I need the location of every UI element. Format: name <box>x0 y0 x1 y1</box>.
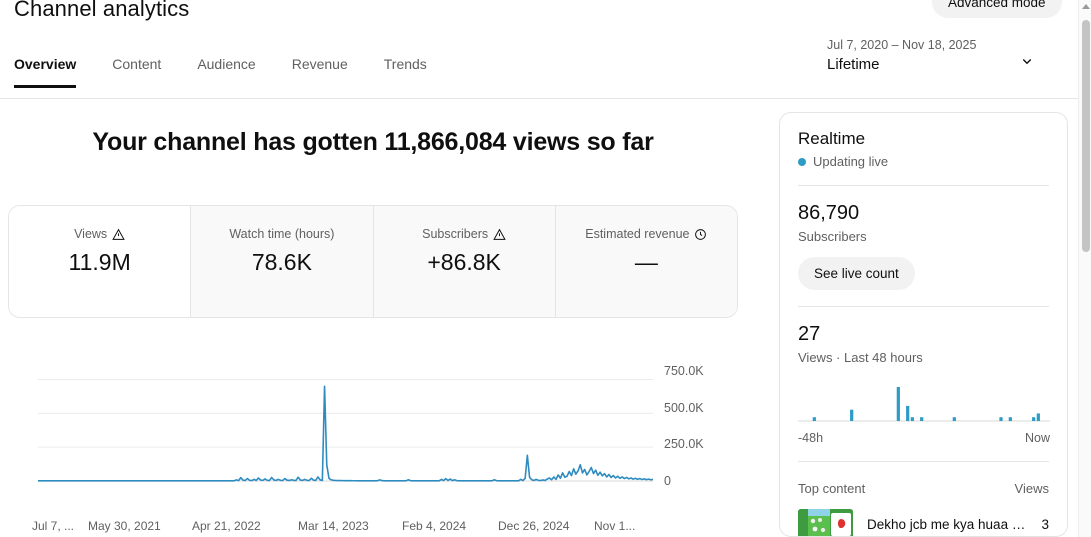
video-thumbnail <box>798 509 853 536</box>
realtime-sparkline-canvas <box>798 387 1050 422</box>
x-tick-5: Dec 26, 2024 <box>498 519 570 533</box>
date-range-label: Lifetime <box>827 56 880 73</box>
advanced-mode-button[interactable]: Advanced mode <box>932 0 1062 18</box>
top-content-header: Top content Views <box>798 481 1049 496</box>
realtime-sparkline-axis: -48h Now <box>798 431 1050 445</box>
y-tick-250k: 250.0K <box>664 437 704 451</box>
top-content-views-header: Views <box>1014 481 1049 496</box>
realtime-status: Updating live <box>798 154 1049 169</box>
page-header: Channel analytics Advanced mode Overview… <box>0 0 1078 99</box>
realtime-title: Realtime <box>798 129 866 148</box>
top-content-video-views: 3 <box>1041 517 1049 532</box>
realtime-views-value: 27 <box>798 323 821 345</box>
metric-card-watch-time-value: 78.6K <box>251 249 312 275</box>
top-content-title: Top content <box>798 481 866 496</box>
realtime-views-label: Views · Last 48 hours <box>798 350 923 365</box>
clock-icon <box>695 228 707 240</box>
metric-card-estimated-revenue-label: Estimated revenue <box>585 227 707 241</box>
metric-card-estimated-revenue[interactable]: Estimated revenue — <box>554 206 737 317</box>
analytics-tabs: Overview Content Audience Revenue Trends <box>14 56 445 88</box>
divider <box>798 306 1049 307</box>
live-dot-icon <box>798 157 806 166</box>
x-tick-6: Nov 1... <box>594 519 636 533</box>
headline-views-summary: Your channel has gotten 11,866,084 views… <box>92 128 654 156</box>
metric-label-text: Views <box>74 227 108 241</box>
realtime-status-text: Updating live <box>813 154 889 169</box>
metric-card-subscribers-label: Subscribers <box>422 227 506 241</box>
green-field-thumbnail-icon <box>798 509 853 536</box>
top-content-row[interactable]: Dekho jcb me kya huaa … 3 <box>798 509 1049 536</box>
tab-revenue[interactable]: Revenue <box>291 56 348 72</box>
views-chart[interactable]: 750.0K 500.0K 250.0K 0 9+ 9+ <box>8 330 738 537</box>
views-chart-canvas <box>37 378 654 482</box>
tab-content[interactable]: Content <box>112 56 162 72</box>
metric-label-text: Subscribers <box>422 227 489 241</box>
metric-label-text: Watch time (hours) <box>229 227 335 241</box>
x-tick-0: Jul 7, ... <box>32 519 75 533</box>
divider <box>798 461 1049 462</box>
metric-cards: Views 11.9M Watch time (hours) 78.6K Sub… <box>8 205 738 318</box>
metric-card-subscribers-value: +86.8K <box>427 249 501 275</box>
metric-card-subscribers[interactable]: Subscribers +86.8K <box>372 206 555 317</box>
top-content-video-title: Dekho jcb me kya huaa … <box>867 517 1026 532</box>
x-tick-1: May 30, 2021 <box>88 519 161 533</box>
y-tick-0: 0 <box>664 474 671 488</box>
date-range-value: Jul 7, 2020 – Nov 18, 2025 <box>827 38 977 52</box>
realtime-subscribers-label: Subscribers <box>798 229 867 244</box>
sparkline-end-label: Now <box>1024 431 1050 445</box>
y-tick-500k: 500.0K <box>664 401 704 415</box>
see-live-count-button[interactable]: See live count <box>798 257 915 290</box>
metric-card-views-label: Views <box>74 227 125 241</box>
tab-overview[interactable]: Overview <box>14 56 94 88</box>
warning-triangle-icon <box>112 228 125 240</box>
metric-label-text: Estimated revenue <box>585 227 690 241</box>
divider <box>798 185 1049 186</box>
chart-x-axis-labels: Jul 7, ... May 30, 2021 Apr 21, 2022 Mar… <box>0 519 740 537</box>
tab-audience[interactable]: Audience <box>197 56 256 72</box>
x-tick-3: Mar 14, 2023 <box>298 519 369 533</box>
metric-card-views[interactable]: Views 11.9M <box>9 206 191 317</box>
realtime-card: Realtime Updating live 86,790 Subscriber… <box>779 112 1068 537</box>
tab-trends[interactable]: Trends <box>383 56 427 72</box>
realtime-subscribers-value: 86,790 <box>798 202 860 224</box>
warning-triangle-icon <box>493 228 506 240</box>
metric-card-watch-time-label: Watch time (hours) <box>229 227 334 241</box>
page-title: Channel analytics <box>14 0 190 21</box>
browser-scrollbar[interactable] <box>1078 0 1091 537</box>
metric-card-watch-time[interactable]: Watch time (hours) 78.6K <box>190 206 373 317</box>
scroll-up-arrow-icon[interactable] <box>1082 4 1090 9</box>
realtime-sparkline[interactable] <box>798 379 1050 429</box>
sparkline-start-label: -48h <box>798 431 824 445</box>
y-tick-750k: 750.0K <box>664 364 704 378</box>
date-range-selector[interactable]: Jul 7, 2020 – Nov 18, 2025 Lifetime <box>827 38 1042 73</box>
x-tick-4: Feb 4, 2024 <box>402 519 467 533</box>
metric-card-estimated-revenue-value: — <box>634 249 658 275</box>
x-tick-2: Apr 21, 2022 <box>192 519 261 533</box>
scrollbar-thumb[interactable] <box>1081 20 1090 252</box>
metric-card-views-value: 11.9M <box>68 249 131 275</box>
chevron-down-icon <box>1022 59 1032 65</box>
